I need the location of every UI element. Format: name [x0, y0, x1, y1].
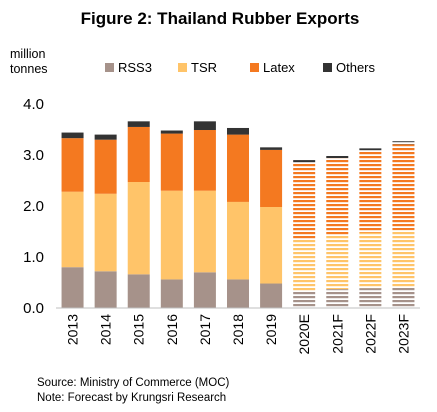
bars — [61, 121, 415, 308]
bar-segment-latex-2016 — [160, 133, 183, 191]
bar-segment-latex-2020e — [293, 163, 316, 239]
bar-segment-others-2019 — [260, 147, 283, 150]
y-tick-label: 1.0 — [23, 249, 44, 266]
y-axis-unit-line-1: million — [10, 47, 45, 61]
bar-segment-rss3-2017 — [193, 272, 216, 308]
bar-segment-others-2023f — [392, 141, 415, 145]
bar-segment-tsr-2020e — [293, 238, 316, 291]
bar-segment-rss3-2018 — [227, 279, 249, 308]
y-tick-label: 4.0 — [23, 96, 44, 113]
bar-segment-tsr-2016 — [160, 190, 183, 280]
bar-segment-rss3-2021f — [326, 289, 349, 308]
bar-segment-tsr-2014 — [94, 193, 117, 272]
y-tick-label: 0.0 — [23, 300, 44, 317]
bar-segment-tsr-2017 — [193, 190, 216, 273]
bar-segment-rss3-2016 — [160, 279, 183, 308]
bar-segment-others-2016 — [160, 130, 183, 134]
x-tick-label: 2015 — [131, 314, 147, 345]
bar-segment-others-2015 — [127, 121, 150, 127]
y-axis-unit-line-2: tonnes — [10, 62, 48, 76]
x-tick-label: 2018 — [230, 314, 246, 345]
x-tick-label: 2019 — [263, 314, 279, 345]
legend-swatch-latex — [250, 63, 259, 72]
legend-label-rss3: RSS3 — [118, 60, 152, 75]
x-tick-label: 2023F — [395, 314, 411, 354]
bar-segment-others-2020e — [293, 160, 316, 164]
x-tick-label: 2022F — [362, 314, 378, 354]
bar-segment-tsr-2022f — [359, 232, 382, 289]
bar-segment-rss3-2019 — [260, 283, 283, 308]
legend: RSS3 TSR Latex Others — [105, 60, 376, 75]
bar-segment-others-2014 — [94, 134, 117, 140]
bar-segment-rss3-2023f — [392, 286, 415, 308]
y-tick-label: 3.0 — [23, 147, 44, 164]
x-axis-ticks: 2013 2014 2015 2016 2017 2018 2019 2020E 2021F 20… — [65, 314, 412, 355]
bar-segment-latex-2015 — [127, 126, 150, 183]
bar-segment-rss3-2013 — [61, 267, 84, 308]
bar-segment-latex-2017 — [193, 130, 216, 191]
bar-segment-others-2013 — [61, 132, 84, 139]
x-tick-label: 2016 — [164, 314, 180, 345]
bar-segment-tsr-2013 — [61, 191, 84, 268]
bar-segment-tsr-2015 — [127, 182, 150, 275]
bar-segment-rss3-2022f — [359, 288, 382, 308]
bar-segment-latex-2013 — [61, 138, 84, 192]
legend-label-latex: Latex — [263, 60, 295, 75]
forecast-note: Note: Forecast by Krungsri Research — [37, 392, 227, 404]
x-tick-label: 2017 — [197, 314, 213, 345]
y-axis-ticks: 0.0 1.0 2.0 3.0 4.0 — [23, 96, 44, 317]
bar-segment-latex-2023f — [392, 144, 415, 230]
source-note: Source: Ministry of Commerce (MOC) — [37, 377, 230, 389]
bar-segment-tsr-2021f — [326, 235, 349, 290]
bar-segment-tsr-2018 — [227, 201, 249, 280]
legend-label-tsr: TSR — [191, 60, 217, 75]
bar-segment-others-2018 — [227, 127, 249, 135]
bar-segment-others-2022f — [359, 148, 382, 152]
bar-segment-latex-2014 — [94, 139, 117, 194]
bar-segment-tsr-2023f — [392, 229, 415, 287]
bar-segment-latex-2022f — [359, 151, 382, 233]
bar-segment-rss3-2015 — [127, 274, 150, 308]
x-tick-label: 2013 — [65, 314, 81, 345]
x-tick-label: 2021F — [329, 314, 345, 354]
bar-segment-latex-2018 — [227, 134, 249, 202]
y-tick-label: 2.0 — [23, 198, 44, 215]
x-tick-label: 2014 — [98, 314, 114, 345]
bar-segment-rss3-2020e — [293, 290, 316, 308]
bar-segment-others-2017 — [193, 121, 216, 131]
legend-swatch-rss3 — [105, 63, 114, 72]
chart-title: Figure 2: Thailand Rubber Exports — [81, 9, 360, 28]
bar-segment-latex-2021f — [326, 158, 349, 236]
legend-swatch-tsr — [178, 63, 187, 72]
bar-segment-tsr-2019 — [260, 207, 283, 284]
legend-label-others: Others — [336, 60, 376, 75]
x-tick-label: 2020E — [296, 314, 312, 354]
bar-segment-others-2021f — [326, 155, 349, 159]
bar-segment-latex-2019 — [260, 149, 283, 208]
legend-swatch-others — [323, 63, 332, 72]
bar-segment-rss3-2014 — [94, 271, 117, 308]
